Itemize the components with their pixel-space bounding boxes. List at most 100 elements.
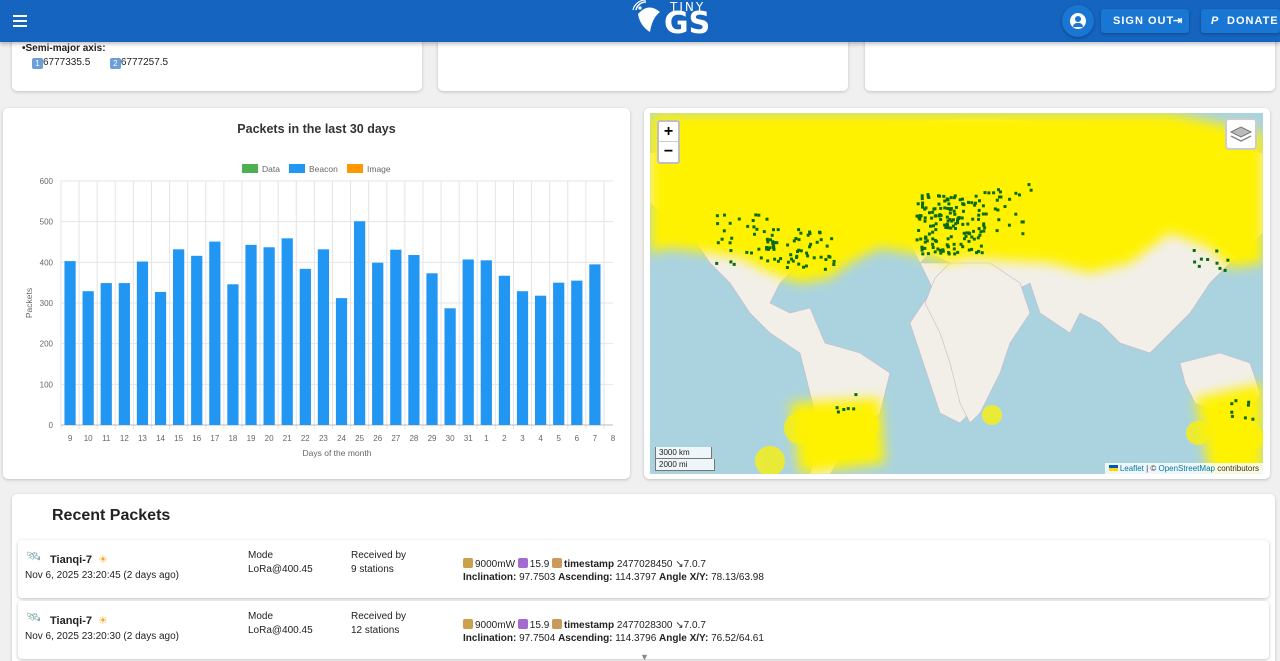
station-marker[interactable] — [773, 257, 777, 261]
station-marker[interactable] — [945, 222, 949, 226]
station-marker[interactable] — [715, 261, 719, 265]
station-marker[interactable] — [797, 238, 801, 242]
station-marker[interactable] — [918, 214, 922, 218]
station-marker[interactable] — [930, 216, 934, 220]
station-marker[interactable] — [945, 198, 949, 202]
station-marker[interactable] — [785, 266, 789, 269]
station-marker[interactable] — [962, 209, 965, 213]
station-marker[interactable] — [924, 206, 928, 210]
station-marker[interactable] — [819, 238, 823, 242]
station-marker[interactable] — [956, 219, 959, 223]
station-marker[interactable] — [917, 229, 921, 232]
station-marker[interactable] — [931, 237, 935, 241]
station-marker[interactable] — [947, 202, 951, 206]
station-marker[interactable] — [932, 207, 936, 211]
station-marker[interactable] — [923, 246, 927, 250]
station-marker[interactable] — [931, 242, 935, 246]
station-marker[interactable] — [975, 251, 979, 255]
station-marker[interactable] — [936, 247, 940, 251]
station-marker[interactable] — [808, 230, 812, 234]
station-marker[interactable] — [961, 222, 965, 226]
station-marker[interactable] — [992, 191, 996, 195]
station-marker[interactable] — [722, 229, 726, 233]
station-marker[interactable] — [779, 257, 783, 261]
station-marker[interactable] — [921, 201, 925, 205]
station-marker[interactable] — [929, 224, 932, 228]
station-marker[interactable] — [786, 243, 790, 247]
station-marker[interactable] — [1215, 249, 1219, 253]
station-marker[interactable] — [753, 232, 756, 236]
station-marker[interactable] — [984, 212, 988, 216]
station-marker[interactable] — [1230, 414, 1234, 418]
layers-button[interactable] — [1225, 118, 1257, 150]
station-marker[interactable] — [802, 265, 805, 269]
station-marker[interactable] — [1234, 399, 1238, 403]
zoom-in-button[interactable]: + — [659, 122, 678, 142]
station-marker[interactable] — [797, 262, 801, 266]
station-marker[interactable] — [1021, 220, 1025, 224]
station-marker[interactable] — [979, 244, 983, 248]
station-marker[interactable] — [983, 191, 987, 195]
station-marker[interactable] — [942, 194, 946, 198]
station-marker[interactable] — [915, 238, 919, 242]
station-marker[interactable] — [1014, 191, 1018, 195]
station-marker[interactable] — [1027, 183, 1031, 187]
account-button[interactable] — [1062, 5, 1094, 37]
station-marker[interactable] — [962, 231, 966, 235]
station-marker[interactable] — [982, 229, 986, 233]
station-marker[interactable] — [786, 260, 790, 264]
station-marker[interactable] — [728, 241, 732, 245]
station-marker[interactable] — [824, 258, 828, 261]
station-marker[interactable] — [746, 224, 750, 228]
station-marker[interactable] — [806, 233, 810, 237]
station-marker[interactable] — [947, 252, 951, 256]
station-marker[interactable] — [854, 393, 858, 397]
station-marker[interactable] — [944, 226, 948, 229]
station-marker[interactable] — [943, 206, 947, 210]
station-marker[interactable] — [1021, 232, 1025, 236]
station-marker[interactable] — [980, 251, 984, 255]
station-marker[interactable] — [949, 235, 953, 239]
menu-icon[interactable] — [8, 9, 32, 33]
station-marker[interactable] — [805, 251, 809, 255]
station-marker[interactable] — [933, 239, 937, 242]
station-marker[interactable] — [943, 223, 947, 227]
station-marker[interactable] — [956, 250, 960, 254]
station-marker[interactable] — [977, 217, 980, 221]
station-marker[interactable] — [965, 231, 969, 235]
station-marker[interactable] — [1197, 264, 1201, 268]
station-marker[interactable] — [924, 235, 928, 239]
station-marker[interactable] — [804, 264, 808, 268]
station-marker[interactable] — [794, 237, 798, 240]
station-marker[interactable] — [842, 408, 846, 411]
station-marker[interactable] — [957, 216, 961, 220]
station-marker[interactable] — [939, 251, 943, 255]
station-marker[interactable] — [846, 407, 850, 411]
station-marker[interactable] — [925, 239, 929, 243]
station-marker[interactable] — [772, 241, 776, 245]
station-marker[interactable] — [948, 208, 952, 211]
station-marker[interactable] — [995, 198, 999, 202]
station-marker[interactable] — [974, 201, 977, 205]
station-marker[interactable] — [755, 227, 759, 231]
station-marker[interactable] — [927, 232, 931, 236]
station-marker[interactable] — [830, 237, 834, 241]
station-marker[interactable] — [1199, 257, 1203, 261]
station-marker[interactable] — [765, 246, 768, 249]
station-marker[interactable] — [1243, 416, 1247, 420]
station-marker[interactable] — [720, 237, 724, 241]
station-marker[interactable] — [835, 406, 839, 410]
station-marker[interactable] — [995, 229, 999, 233]
station-marker[interactable] — [923, 219, 927, 223]
station-marker[interactable] — [766, 259, 770, 263]
station-marker[interactable] — [836, 410, 840, 414]
station-marker[interactable] — [934, 222, 938, 226]
station-marker[interactable] — [765, 217, 769, 221]
station-marker[interactable] — [946, 226, 950, 230]
station-marker[interactable] — [952, 196, 956, 200]
station-marker[interactable] — [997, 188, 1000, 192]
station-marker[interactable] — [945, 215, 949, 219]
station-marker[interactable] — [852, 407, 856, 411]
scroll-down-icon[interactable]: ▼ — [640, 652, 649, 661]
station-marker[interactable] — [962, 203, 966, 207]
